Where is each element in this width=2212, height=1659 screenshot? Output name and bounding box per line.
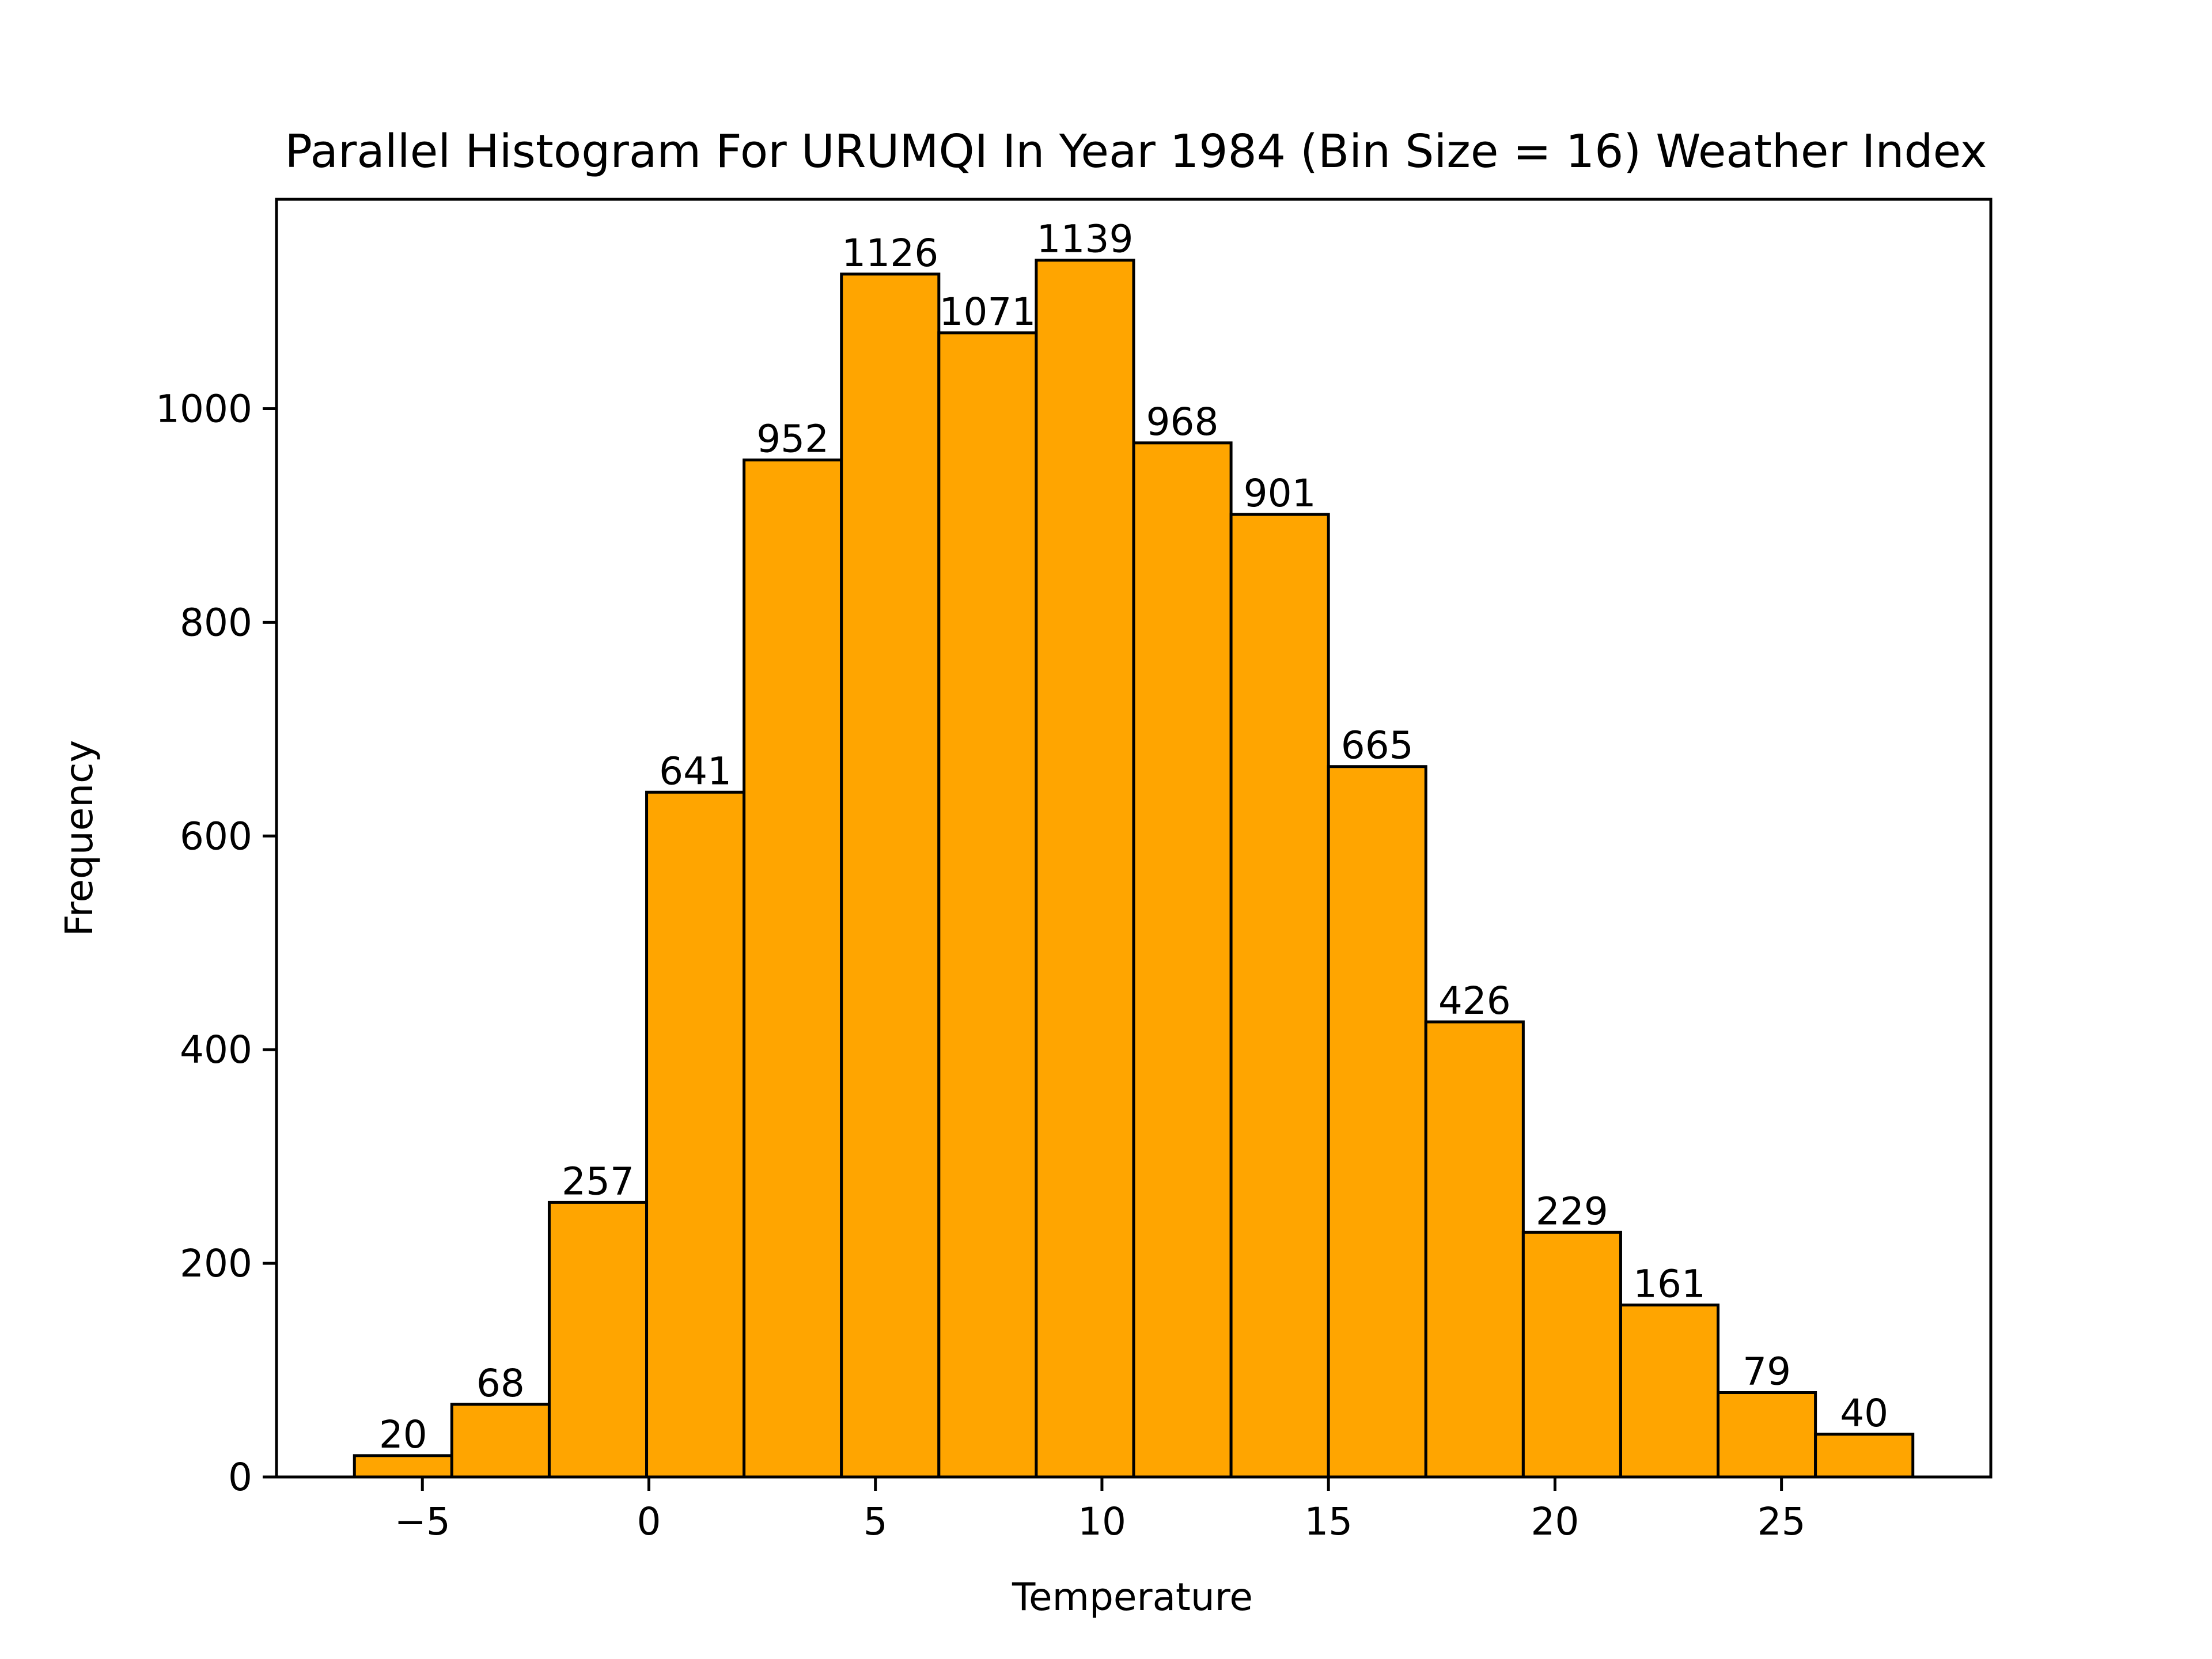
x-tick-label: 10 — [1078, 1499, 1126, 1544]
bar-value-label: 20 — [379, 1412, 427, 1457]
y-tick-label: 400 — [180, 1028, 252, 1072]
histogram-bar — [353, 1454, 453, 1479]
histogram-bar — [1229, 513, 1330, 1479]
histogram-bar — [937, 331, 1038, 1479]
histogram-bar — [645, 790, 746, 1479]
bar-value-label: 1071 — [939, 290, 1036, 334]
bar-value-label: 1139 — [1036, 217, 1133, 262]
bar-value-label: 665 — [1341, 724, 1414, 768]
x-tick-label: 0 — [637, 1499, 661, 1544]
bar-value-label: 968 — [1146, 400, 1219, 444]
histogram-bar — [547, 1200, 649, 1479]
bar-value-label: 901 — [1244, 471, 1316, 516]
histogram-bar — [1035, 259, 1135, 1479]
x-tick-label: 15 — [1304, 1499, 1353, 1544]
histogram-bar — [1717, 1391, 1817, 1479]
bar-value-label: 161 — [1633, 1262, 1706, 1306]
x-tick-label: 5 — [863, 1499, 888, 1544]
y-axis: 0 200 400 600 800 1000 — [156, 387, 276, 1499]
x-tick-label: 25 — [1758, 1499, 1806, 1544]
x-axis-title: Temperature — [1012, 1575, 1253, 1619]
x-tick-label: −5 — [395, 1499, 450, 1544]
x-axis: −5 0 5 10 15 20 25 — [395, 1477, 1806, 1544]
histogram-bar — [743, 459, 843, 1479]
bar-value-label: 1126 — [842, 231, 938, 275]
histogram-bar — [1814, 1433, 1915, 1479]
histogram-bar — [1521, 1230, 1622, 1479]
histogram-bar — [840, 272, 941, 1479]
chart-title: Parallel Histogram For URUMQI In Year 19… — [285, 125, 1987, 178]
y-tick-label: 1000 — [156, 387, 252, 431]
y-tick-label: 200 — [180, 1241, 252, 1286]
plot-frame — [275, 198, 1993, 1479]
histogram-bar — [1424, 1020, 1525, 1479]
bars-group — [353, 259, 1915, 1479]
bar-value-label: 641 — [659, 749, 732, 793]
bar-value-label: 40 — [1840, 1391, 1888, 1435]
bar-value-label: 426 — [1438, 979, 1511, 1023]
bar-value-label: 952 — [756, 417, 829, 461]
x-tick-label: 20 — [1531, 1499, 1579, 1544]
y-tick-label: 800 — [180, 600, 252, 645]
y-tick-label: 0 — [228, 1455, 252, 1499]
histogram-bar — [1327, 765, 1427, 1479]
histogram-bar — [450, 1403, 551, 1479]
bar-value-label: 68 — [476, 1361, 525, 1406]
bar-value-label: 229 — [1536, 1189, 1608, 1233]
histogram-bar — [1619, 1303, 1720, 1479]
bar-value-label: 257 — [562, 1159, 634, 1203]
bar-value-label: 79 — [1743, 1349, 1791, 1393]
y-tick-label: 600 — [180, 814, 252, 858]
histogram-bar — [1132, 441, 1233, 1479]
y-axis-title: Frequency — [57, 740, 101, 937]
